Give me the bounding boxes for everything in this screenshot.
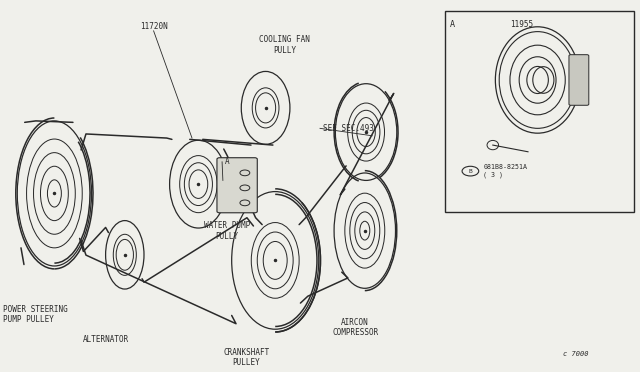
- Text: SEE SEC.493: SEE SEC.493: [323, 124, 374, 133]
- Text: A: A: [450, 20, 455, 29]
- Text: A: A: [225, 157, 230, 166]
- Text: POWER STEERING
PUMP PULLEY: POWER STEERING PUMP PULLEY: [3, 305, 68, 324]
- Text: WATER PUMP
PULLY: WATER PUMP PULLY: [204, 221, 250, 241]
- FancyBboxPatch shape: [217, 158, 257, 213]
- Text: B: B: [468, 169, 472, 174]
- Text: AIRCON
COMPRESSOR: AIRCON COMPRESSOR: [332, 318, 378, 337]
- FancyBboxPatch shape: [569, 55, 589, 105]
- Bar: [445, 11, 634, 212]
- Text: 081B8-8251A
( 3 ): 081B8-8251A ( 3 ): [483, 164, 527, 178]
- Text: 11720N: 11720N: [140, 22, 168, 31]
- Text: COOLING FAN
PULLY: COOLING FAN PULLY: [259, 35, 310, 55]
- Text: 11955: 11955: [510, 20, 533, 29]
- Text: ALTERNATOR: ALTERNATOR: [83, 335, 129, 344]
- Text: CRANKSHAFT
PULLEY: CRANKSHAFT PULLEY: [223, 348, 269, 367]
- Text: c 7000: c 7000: [563, 351, 589, 357]
